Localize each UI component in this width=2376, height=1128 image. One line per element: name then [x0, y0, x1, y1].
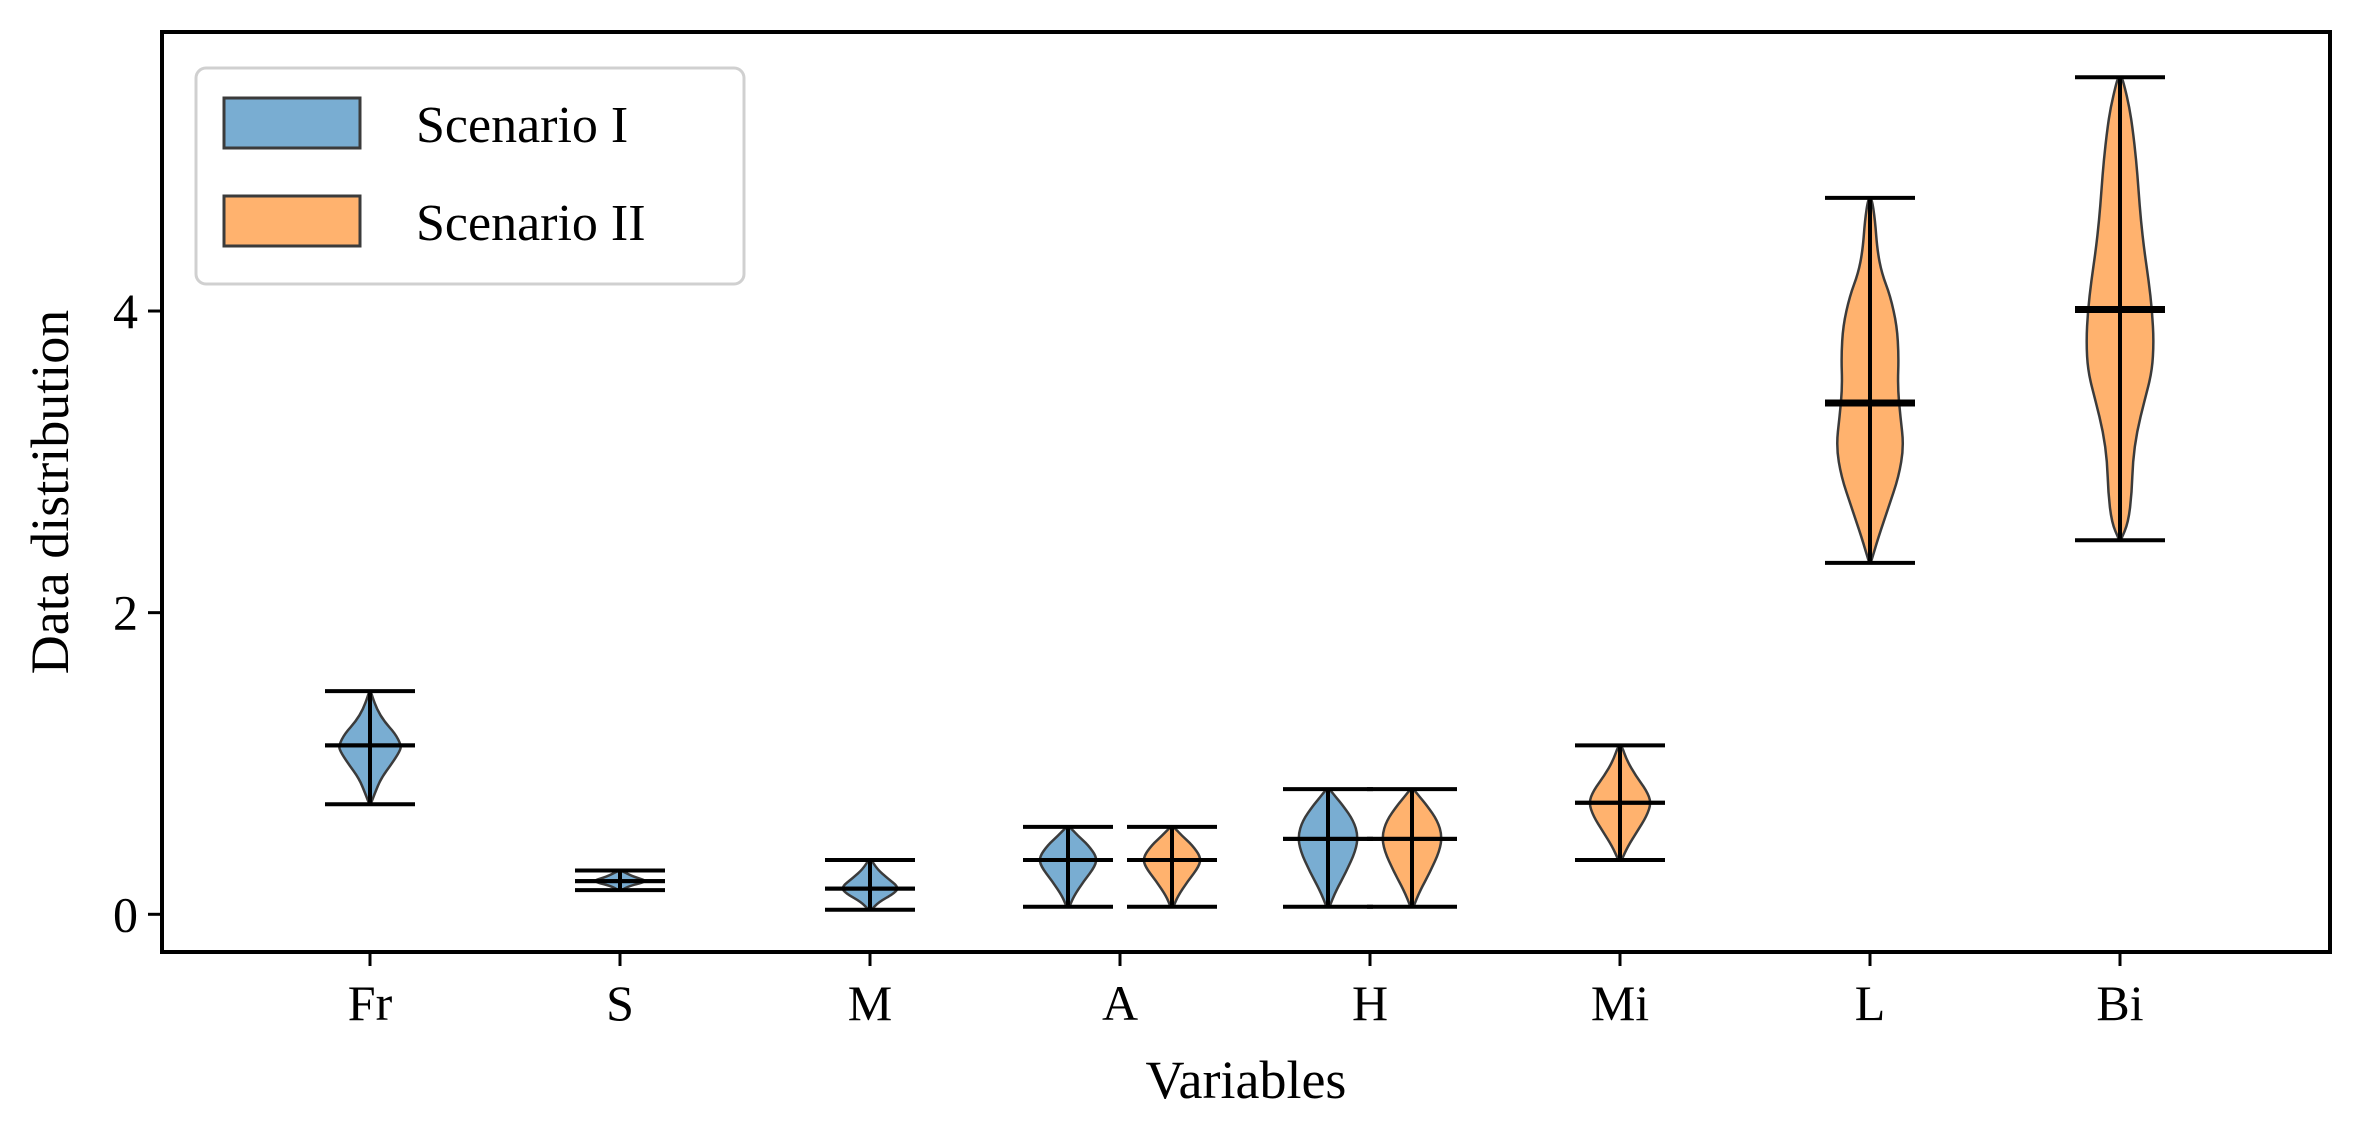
x-tick-label-m: M [848, 975, 892, 1031]
stats-layer [325, 75, 2165, 912]
legend-swatch-scenario-2 [222, 194, 362, 248]
y-tick-label-2: 2 [113, 585, 138, 641]
x-tick-label-l: L [1855, 975, 1886, 1031]
x-tick-label-bi: Bi [2096, 975, 2143, 1031]
y-tick-label-4: 4 [113, 283, 138, 339]
x-axis-title: Variables [1146, 1050, 1347, 1110]
y-tick-label-0: 0 [113, 886, 138, 942]
legend-swatch-scenario-1 [222, 96, 362, 150]
legend-label-scenario-1: Scenario I [416, 97, 628, 154]
x-tick-label-h: H [1352, 975, 1388, 1031]
legend: Scenario I Scenario II [194, 66, 746, 286]
x-tick-label-mi: Mi [1591, 975, 1649, 1031]
plot-frame [160, 30, 2332, 954]
y-axis: 0 2 4 [113, 283, 162, 942]
x-tick-label-a: A [1102, 975, 1138, 1031]
x-tick-label-s: S [606, 975, 634, 1031]
x-axis: Fr S M A H Mi L Bi [348, 952, 2144, 1031]
legend-label-scenario-2: Scenario II [416, 195, 646, 252]
x-tick-label-fr: Fr [348, 975, 393, 1031]
y-axis-title: Data distribution [20, 310, 80, 674]
